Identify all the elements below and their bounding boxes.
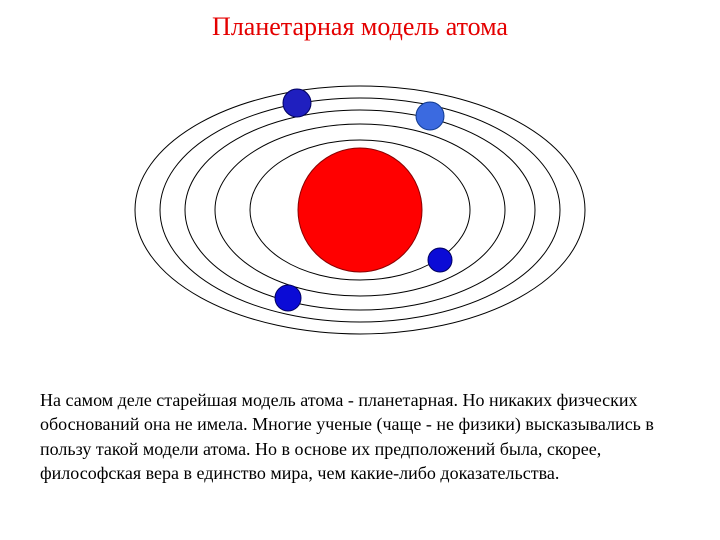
body-paragraph: На самом деле старейшая модель атома - п… bbox=[40, 388, 680, 485]
electron-3 bbox=[428, 248, 452, 272]
atom-diagram bbox=[80, 60, 640, 340]
electron-2 bbox=[416, 102, 444, 130]
electron-1 bbox=[283, 89, 311, 117]
nucleus bbox=[298, 148, 422, 272]
page-title: Планетарная модель атома bbox=[0, 0, 720, 42]
electron-4 bbox=[275, 285, 301, 311]
